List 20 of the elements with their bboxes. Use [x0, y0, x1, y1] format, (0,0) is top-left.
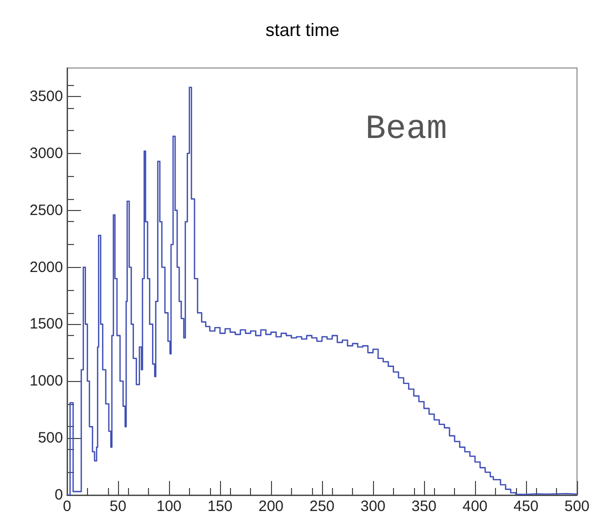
- y-tick-label: 0: [54, 486, 63, 504]
- y-tick-label: 2500: [30, 202, 63, 219]
- x-tick-label: 400: [462, 498, 488, 515]
- x-tick-label: 500: [564, 498, 590, 515]
- x-tick-label: 250: [309, 498, 335, 515]
- x-tick-label: 150: [207, 498, 233, 515]
- x-tick-label: 50: [110, 498, 126, 515]
- x-tick-label: 200: [258, 498, 284, 515]
- y-tick-label: 3000: [30, 144, 63, 162]
- x-tick-label: 350: [411, 498, 437, 515]
- y-tick-label: 500: [38, 430, 63, 447]
- y-tick-label: 1500: [30, 316, 63, 333]
- y-tick-label: 1000: [30, 372, 63, 390]
- x-tick-label: 300: [360, 498, 386, 515]
- chart-title: start time: [265, 20, 340, 40]
- y-tick-label: 2000: [30, 258, 63, 276]
- x-tick-label: 450: [513, 498, 539, 515]
- x-tick-label: 100: [156, 498, 182, 515]
- y-tick-label: 3500: [30, 88, 63, 105]
- annotation: Beam: [365, 111, 448, 149]
